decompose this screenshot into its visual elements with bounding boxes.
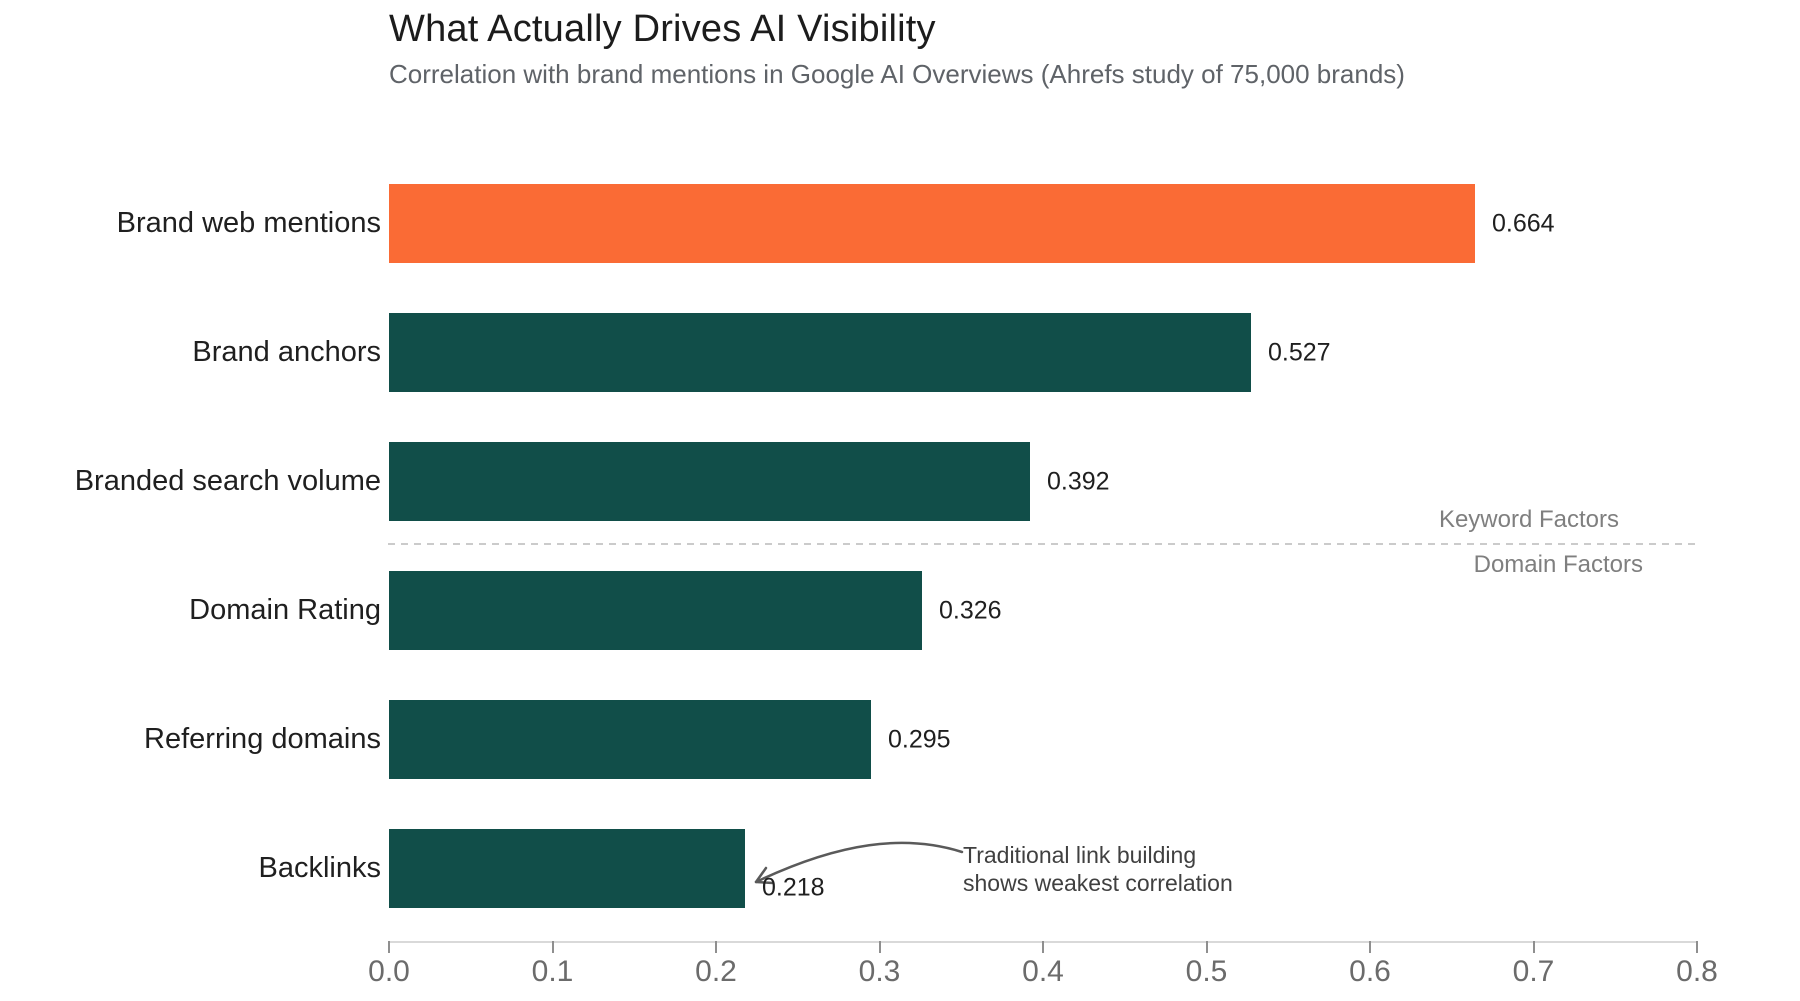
axis-tick <box>715 941 717 953</box>
chart-subtitle: Correlation with brand mentions in Googl… <box>389 59 1405 89</box>
axis-tick <box>1205 941 1208 953</box>
axis-tick-label: 0.1 <box>531 955 574 988</box>
keyword-domain-divider-line <box>388 543 1700 545</box>
axis-tick-label: 0.7 <box>1512 955 1555 988</box>
axis-tick-label: 0.0 <box>368 955 410 988</box>
bar <box>389 700 871 779</box>
annotation-text: Traditional link building shows weakest … <box>963 841 1233 897</box>
axis-tick <box>878 941 881 953</box>
axis-tick-label: 0.4 <box>1022 955 1064 988</box>
value-label: 0.392 <box>1047 467 1110 495</box>
category-label: Domain Rating <box>189 594 381 626</box>
annotation-line-2: shows weakest correlation <box>963 870 1233 896</box>
axis-tick <box>388 941 390 953</box>
value-label: 0.218 <box>762 873 825 901</box>
category-label: Backlinks <box>258 852 382 884</box>
value-label: 0.326 <box>939 596 1002 624</box>
category-label: Referring domains <box>144 723 381 755</box>
axis-tick-label: 0.8 <box>1676 955 1718 988</box>
bar <box>389 442 1030 521</box>
axis-tick <box>1042 941 1044 953</box>
category-label: Branded search volume <box>74 465 381 497</box>
keyword-factors-label: Keyword Factors <box>1438 506 1619 533</box>
value-label: 0.664 <box>1492 209 1555 237</box>
axis-tick <box>1696 941 1698 953</box>
category-label: Brand web mentions <box>116 207 381 239</box>
axis-tick-label: 0.2 <box>695 955 737 988</box>
axis-tick <box>1532 941 1535 953</box>
annotation-line-1: Traditional link building <box>963 842 1197 868</box>
axis-tick-label: 0.3 <box>858 955 901 988</box>
axis-tick-label: 0.5 <box>1185 955 1228 988</box>
value-label: 0.295 <box>888 725 951 753</box>
bar <box>389 829 745 908</box>
bar <box>389 184 1475 263</box>
chart-title: What Actually Drives AI Visibility <box>389 8 936 50</box>
category-label: Brand anchors <box>192 336 381 368</box>
axis-tick <box>1369 941 1371 953</box>
domain-factors-label: Domain Factors <box>1473 551 1643 578</box>
value-label: 0.527 <box>1268 338 1331 366</box>
bar <box>389 313 1251 392</box>
axis-tick <box>551 941 554 953</box>
axis-tick-label: 0.6 <box>1349 955 1391 988</box>
bar <box>389 571 922 650</box>
